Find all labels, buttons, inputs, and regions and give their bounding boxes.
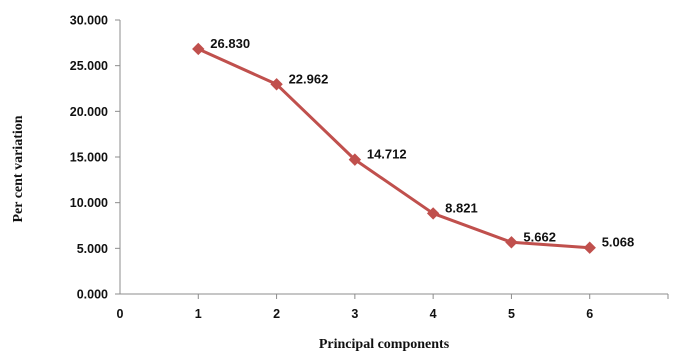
data-label: 22.962 — [289, 71, 329, 86]
y-axis-ticks: 0.000 5.000 10.000 15.000 20.000 25.000 30.000 — [70, 14, 120, 302]
y-tick-label: 10.000 — [70, 196, 108, 210]
x-axis-ticks: 0 1 2 3 4 5 6 — [117, 294, 669, 321]
data-series — [192, 42, 596, 254]
y-tick-label: 0.000 — [77, 288, 108, 302]
data-point-marker — [192, 42, 205, 56]
data-label: 5.662 — [523, 229, 556, 244]
data-label: 26.830 — [210, 36, 250, 51]
x-axis-title: Principal components — [319, 337, 450, 352]
x-tick-label: 3 — [351, 307, 358, 321]
data-labels: 26.830 22.962 14.712 8.821 5.662 5.068 — [210, 36, 634, 250]
data-label: 14.712 — [367, 147, 407, 162]
x-tick-label: 4 — [430, 307, 437, 321]
y-tick-label: 5.000 — [77, 242, 108, 256]
x-tick-label: 2 — [273, 307, 280, 321]
data-point-marker — [426, 207, 440, 220]
data-label: 8.821 — [445, 200, 478, 215]
x-tick-label: 0 — [117, 307, 124, 321]
y-tick-label: 25.000 — [70, 59, 108, 73]
y-tick-label: 30.000 — [70, 14, 108, 28]
y-axis-title: Per cent variation — [11, 115, 26, 222]
series-line — [196, 47, 592, 250]
data-point-marker — [505, 236, 518, 249]
y-tick-label: 15.000 — [70, 151, 108, 165]
data-point-marker — [348, 153, 362, 166]
data-point-marker — [270, 78, 283, 91]
data-point-marker — [583, 241, 596, 254]
data-label: 5.068 — [602, 235, 635, 250]
y-tick-label: 20.000 — [70, 105, 108, 119]
x-tick-label: 6 — [586, 307, 593, 321]
x-tick-label: 5 — [508, 307, 515, 321]
x-tick-label: 1 — [195, 307, 202, 321]
